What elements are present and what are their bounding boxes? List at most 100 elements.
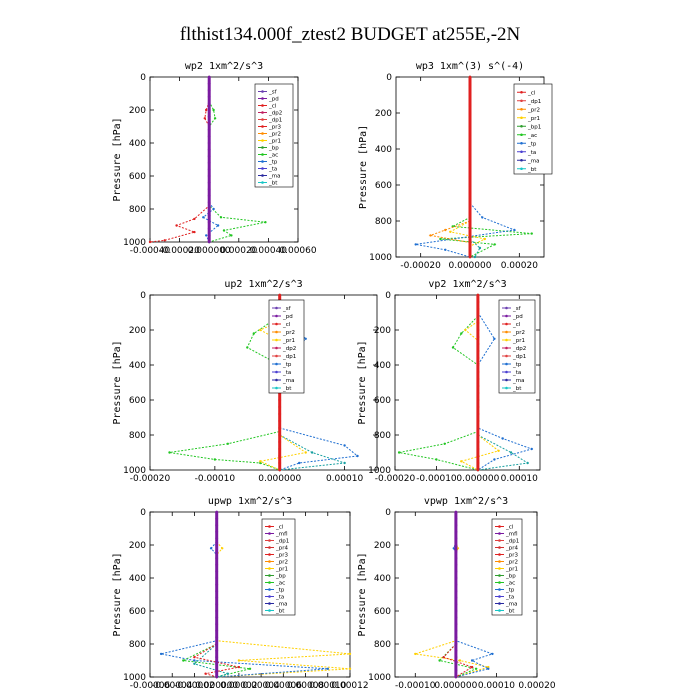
y-tick-label: 200 [375,109,392,119]
series-point-pr1 [221,547,224,550]
series-point-cl [476,342,480,346]
legend-entry: _pr1 [527,116,540,122]
series-point-tp [193,659,196,662]
series-point-pr1 [213,117,217,120]
y-tick-label: 600 [129,172,146,182]
legend-marker [275,386,278,390]
legend-entry: _dp1 [505,538,519,544]
series-point-cl [468,154,472,158]
series-point-cl [278,440,282,444]
series-point-pd [207,75,211,79]
series-point-tp [212,207,215,211]
legend-entry: _dp2 [268,110,282,116]
legend-marker [261,139,264,142]
legend: _cl_mfl_dp1_pr4_pr3_pr2_pr1_bp_ac_tp_ta_… [261,518,296,616]
series-point-cl [476,426,480,430]
series-point-cl [476,405,480,409]
series-point-ac [438,659,441,662]
series-point-pd [207,141,211,145]
series-point-tp [209,547,213,550]
legend-entry: _dp1 [512,354,526,360]
series-point-cl [476,328,480,332]
series-point-mfl [454,543,458,547]
series-point-tp [159,652,163,656]
legend-marker [268,595,271,598]
series-point-pr3 [237,665,241,669]
x-tick-label: 0.00020 [518,681,555,691]
y-axis-label: Pressure [hPa] [112,340,123,424]
series-line-pr1 [216,541,351,678]
y-tick-label: 800 [129,205,146,215]
series-point-cl [476,377,480,381]
series-point-mfl [215,570,219,573]
legend-marker [261,167,264,170]
series-point-bt [478,246,482,250]
panel-title: vpwp 1xm^2/s^3 [424,496,508,507]
series-point-pr1 [458,659,462,662]
series-point-pd [207,82,211,85]
legend-marker [498,546,501,549]
legend-marker [498,525,501,528]
series-line-tp [453,541,494,678]
plot-frame [394,511,538,678]
legend-entry: _bp [268,145,279,151]
y-tick-label: 400 [374,361,391,371]
panel-2: wp3 1xm^(3) s^(-4) Pressure [hPa] 0 200 400 6… [358,61,553,271]
series-point-mfl [454,563,458,567]
legend-marker [275,378,278,382]
series-point-cl [278,398,282,402]
series-point-cl [278,461,282,465]
series-point-pd [207,240,211,244]
legend-entry: _sf [512,306,522,312]
series-point-bt [343,461,346,465]
series-point-mfl [215,636,219,639]
legend-entry: _pr4 [505,545,519,551]
series-point-cl [468,111,472,115]
legend-marker [268,567,271,570]
series-point-mfl [454,609,458,613]
series-point-mfl [454,517,458,520]
legend-entry: _ac [527,133,537,139]
series-point-pr2 [304,451,307,454]
y-tick-label: 0 [140,508,146,518]
series-point-mfl [215,669,219,672]
legend-marker [261,146,264,149]
panel-3: up2 1xm^2/s^3 Pressure [hPa] 0 200 400 600 800… [112,279,378,484]
series-point-tp [298,461,301,465]
series-point-tp [205,234,208,237]
y-tick-label: 400 [129,361,146,371]
legend-marker [268,574,271,577]
x-tick-label: 0.000000 [434,681,477,691]
x-tick-label: 0.00020 [220,246,257,256]
series-point-pr2 [444,228,447,232]
panel-1: wp2 1xm^2/s^3 Pressure [hPa] 0 200 400 600 800… [112,61,317,256]
series-point-tp [491,652,494,656]
y-tick-label: 800 [374,431,391,441]
series-point-cl [476,335,480,339]
series-point-pr3 [470,665,474,669]
legend-entry: _ma [527,159,539,165]
legend-entry: _pr3 [505,552,519,558]
series-point-mfl [215,629,219,633]
series-point-mfl [454,662,458,666]
x-tick-label: -0.00020 [130,474,171,484]
series-point-dp1 [435,458,438,461]
series-point-pd [207,194,211,198]
series-point-mfl [215,622,219,626]
series-point-mfl [215,556,219,560]
series-point-mfl [454,616,458,619]
x-tick-label: -0.00020 [159,246,200,256]
x-tick-label: 0.00002 [220,681,257,691]
series-point-cl [468,248,472,252]
legend-entry: _bt [275,608,285,614]
panel-title: up2 1xm^2/s^3 [224,279,302,290]
y-tick-label: 600 [129,396,146,406]
series-point-mfl [215,596,219,600]
series-point-cl [476,468,480,472]
series-point-ta [449,230,452,233]
x-tick-label: -0.00002 [174,681,214,691]
y-tick-label: 800 [375,217,392,227]
legend-entry: _sf [282,306,292,312]
series-point-cl [476,307,480,311]
series-point-tp [343,444,346,447]
